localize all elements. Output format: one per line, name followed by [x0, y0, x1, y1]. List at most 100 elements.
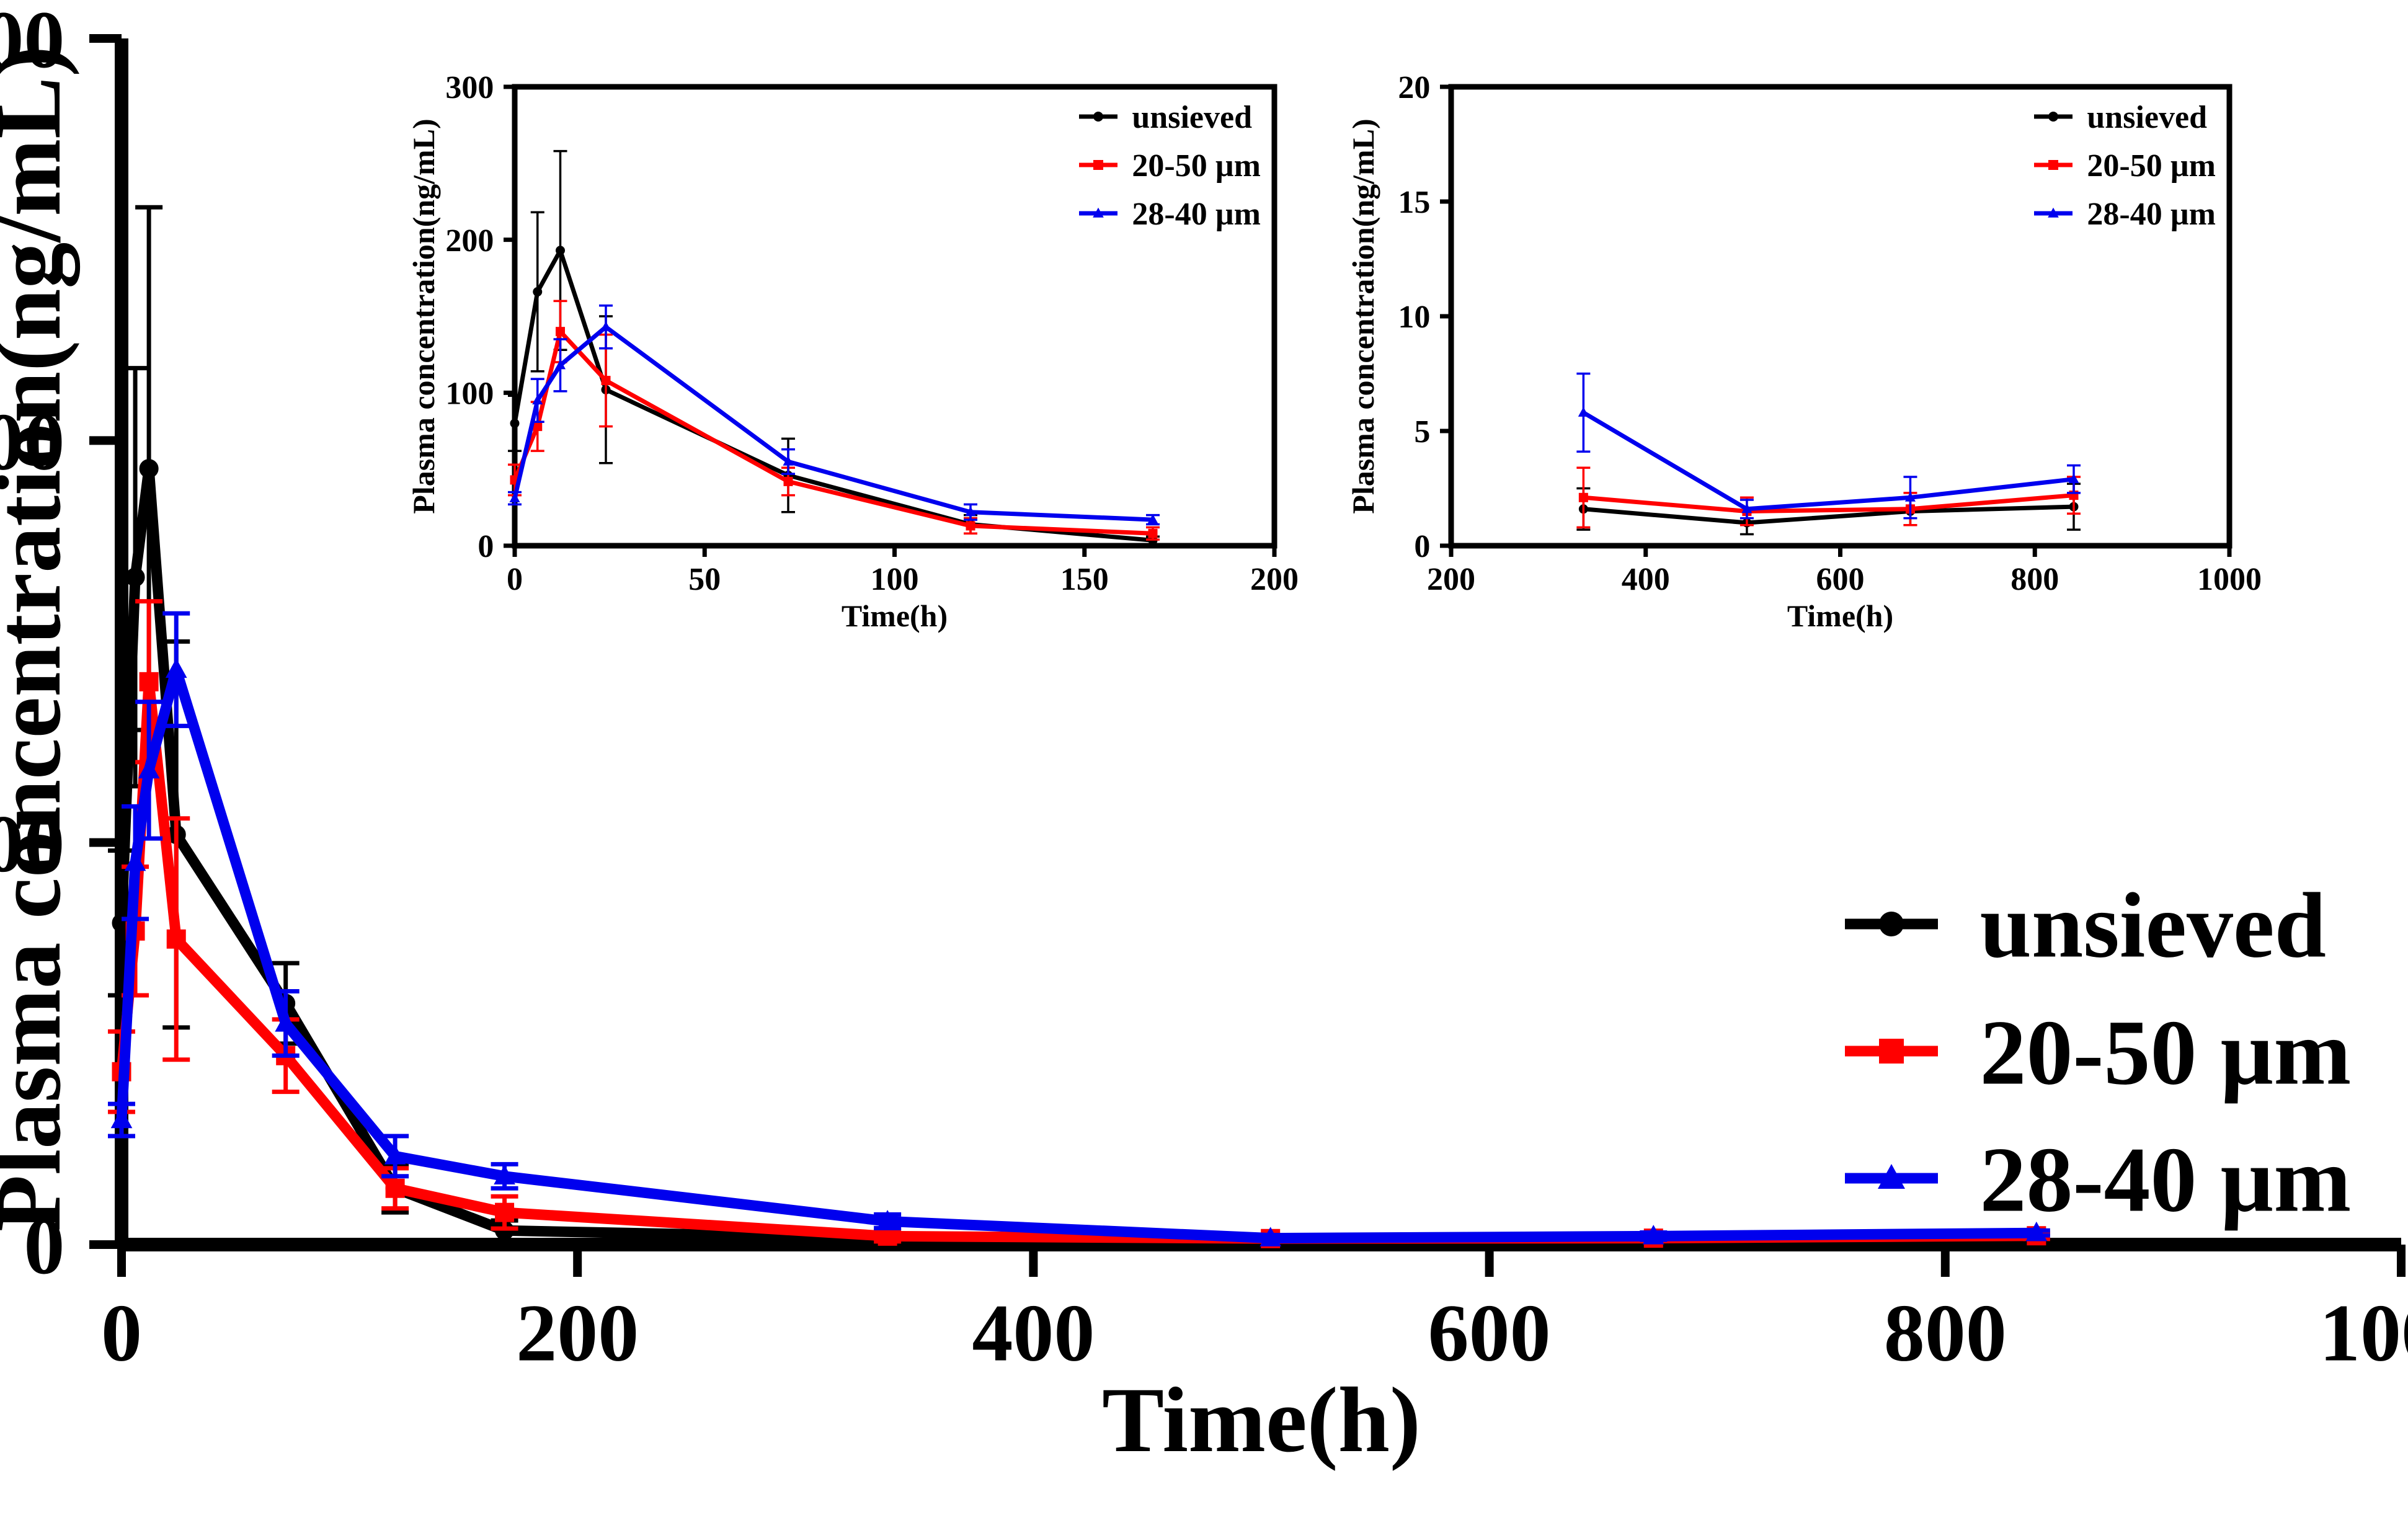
main-legend: unsieved 20-50 µm 28-40 µm — [1845, 874, 2351, 1232]
data-point — [2068, 473, 2079, 484]
data-point — [965, 506, 976, 517]
series-28-40-m — [108, 611, 2050, 1246]
legend-item[interactable]: 20-50 µm — [1845, 1002, 2351, 1104]
data-point — [275, 1012, 297, 1032]
data-point — [385, 1178, 405, 1198]
series-20-50-m — [108, 599, 2050, 1248]
legend-item[interactable]: unsieved — [1845, 874, 2326, 977]
x-tick-label: 400 — [972, 1287, 1095, 1379]
legend-marker-square-icon — [1879, 1039, 1904, 1064]
legend-marker-triangle-icon — [1093, 207, 1104, 218]
series-markers — [110, 658, 2048, 1246]
legend-label: unsieved — [1980, 874, 2326, 977]
legend-item[interactable]: 20-50 µm — [2034, 148, 2216, 184]
series-28-40-m — [508, 304, 1160, 526]
legend-label: 28-40 µm — [2087, 197, 2216, 232]
error-bars — [108, 599, 2050, 1244]
series-line — [1583, 493, 2074, 513]
error-bars — [108, 205, 2050, 1245]
series-unsieved — [108, 205, 2050, 1251]
x-tick-label: 200 — [1250, 562, 1299, 597]
legend-label: unsieved — [1132, 100, 1252, 135]
inset1-plot-y-ticks: 0 100 200 300 — [445, 70, 515, 564]
data-point — [554, 359, 566, 370]
legend-marker-triangle-icon — [2048, 207, 2059, 218]
data-point — [1260, 1227, 1282, 1246]
data-point — [2025, 1221, 2048, 1242]
y-tick-label: 200 — [445, 223, 494, 259]
data-point — [494, 1165, 515, 1185]
inset2-plot-y-ticks: 0 5 10 15 20 — [1398, 70, 1451, 564]
inset2-plot-y-axis-title: Plasma concentration(ng/mL) — [1346, 118, 1380, 513]
y-tick-label: 100 — [0, 798, 64, 889]
data-point — [1578, 407, 1589, 417]
y-tick-label: 300 — [445, 70, 494, 105]
data-point — [556, 327, 565, 337]
data-point — [783, 476, 793, 486]
y-tick-label: 100 — [445, 376, 494, 412]
data-point — [110, 1108, 133, 1129]
y-tick-label: 300 — [0, 0, 64, 85]
inset1-plot-x-axis-title: Time(h) — [842, 598, 948, 633]
legend-item[interactable]: unsieved — [2034, 100, 2207, 135]
data-point — [1148, 528, 1158, 538]
data-point — [125, 567, 145, 587]
data-point — [124, 851, 146, 871]
x-tick-label: 400 — [1622, 562, 1670, 597]
main-plot-y-ticks: 0 100 200 300 — [0, 0, 122, 1291]
data-point — [1147, 513, 1158, 524]
y-tick-label: 200 — [0, 396, 64, 487]
main-plot-series — [108, 205, 2050, 1251]
inset1-plot-series — [508, 149, 1160, 546]
data-point — [139, 459, 159, 479]
inset2-plot: 200 400 600 800 1000 0 5 10 15 20 Time(h) Plasma co… — [1346, 70, 2262, 633]
inset1-plot-y-axis-title: Plasma concentration(ng/mL) — [406, 118, 441, 513]
legend-item[interactable]: 20-50 µm — [1079, 148, 1261, 184]
data-point — [533, 287, 543, 297]
x-tick-label: 200 — [516, 1287, 639, 1379]
x-tick-label: 600 — [1816, 562, 1865, 597]
legend-item[interactable]: 28-40 µm — [1845, 1129, 2351, 1232]
y-tick-label: 5 — [1414, 414, 1430, 450]
legend-item[interactable]: 28-40 µm — [2034, 197, 2216, 232]
x-tick-label: 800 — [1884, 1287, 2007, 1379]
x-tick-label: 0 — [507, 562, 523, 597]
inset2-plot-x-ticks: 200 400 600 800 1000 — [1427, 546, 2262, 597]
data-point — [532, 394, 543, 405]
series-line — [512, 248, 1153, 543]
series-line — [116, 664, 2037, 1244]
legend-marker-circle-icon — [1879, 912, 1904, 936]
data-point — [509, 492, 520, 502]
data-point — [1741, 503, 1753, 513]
main-plot-y-axis-title: Plasma concentration(ng/mL) — [0, 46, 80, 1232]
x-tick-label: 0 — [101, 1287, 142, 1379]
data-point — [384, 1145, 406, 1165]
series-markers — [510, 246, 1158, 545]
x-tick-label: 600 — [1428, 1287, 1551, 1379]
series-markers — [510, 327, 1158, 538]
y-tick-label: 0 — [24, 1200, 64, 1291]
data-point — [1904, 492, 1916, 502]
x-tick-label: 1000 — [2197, 562, 2262, 597]
data-point — [139, 672, 159, 691]
data-point — [1642, 1225, 1664, 1245]
series-markers — [1578, 407, 2079, 513]
inset1-plot: 0 50 100 150 200 0 100 200 300 Time(h) Plasma conc… — [406, 70, 1299, 633]
legend-label: unsieved — [2087, 100, 2207, 135]
x-tick-label: 1000 — [2319, 1287, 2408, 1379]
x-tick-label: 150 — [1060, 562, 1109, 597]
y-tick-label: 0 — [1414, 529, 1430, 564]
x-tick-label: 800 — [2010, 562, 2059, 597]
legend-marker-triangle-icon — [1878, 1164, 1905, 1189]
data-point — [783, 456, 794, 466]
main-plot-x-ticks: 0 200 400 600 800 1000 — [101, 1245, 2408, 1379]
legend-marker-circle-icon — [1093, 112, 1103, 122]
series-line — [512, 329, 1153, 536]
data-point — [166, 929, 186, 949]
data-point — [600, 321, 611, 331]
legend-item[interactable]: unsieved — [1079, 100, 1252, 135]
inset1-legend: unsieved 20-50 µm 28-40 µm — [1079, 100, 1261, 232]
inset2-plot-series — [1576, 372, 2081, 536]
inset2-legend: unsieved 20-50 µm 28-40 µm — [2034, 100, 2216, 232]
legend-item[interactable]: 28-40 µm — [1079, 197, 1261, 232]
